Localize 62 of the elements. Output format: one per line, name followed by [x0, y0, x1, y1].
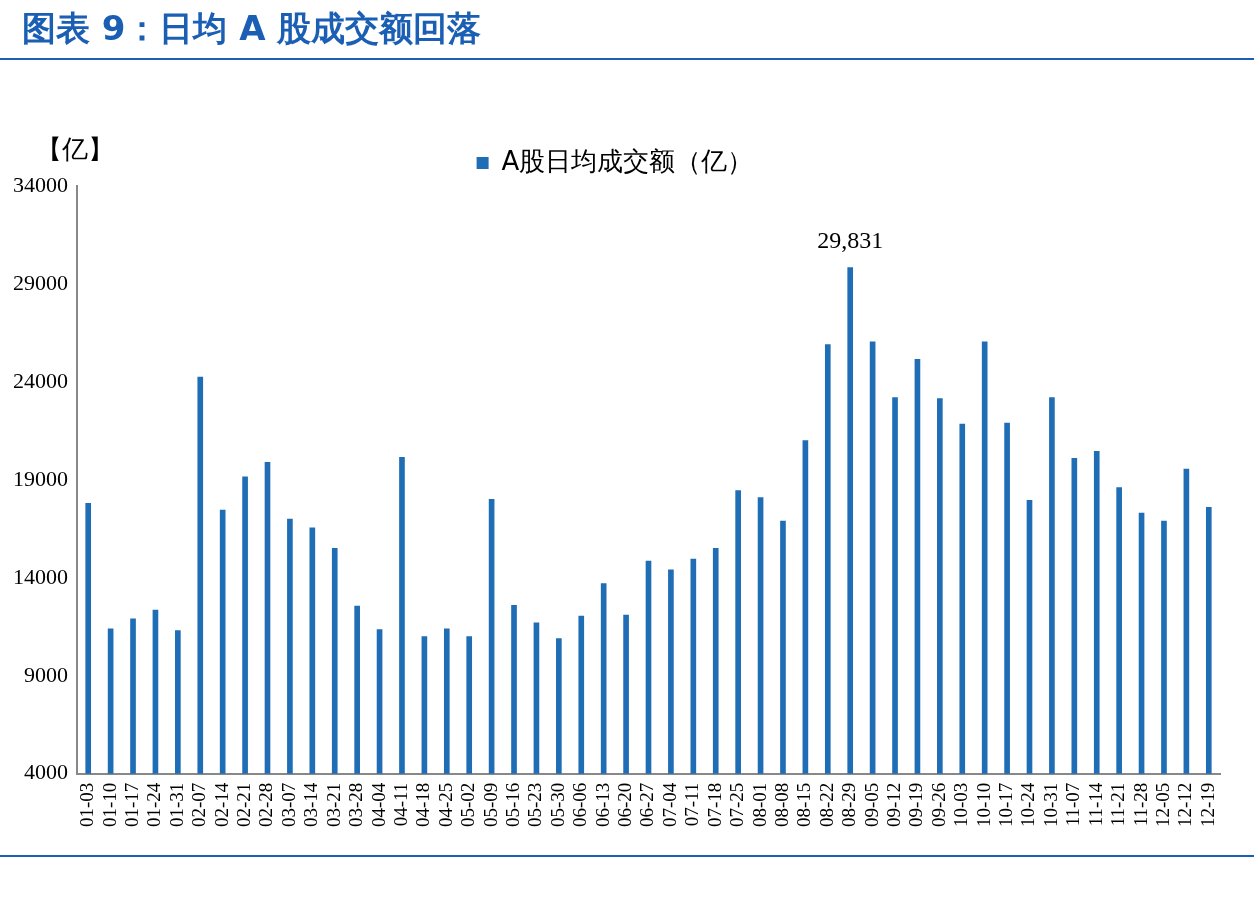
y-tick-label: 34000	[13, 171, 68, 197]
x-tick-label: 07-04	[658, 782, 680, 827]
x-tick-label: 12-05	[1151, 782, 1173, 827]
chart-title: 图表 9：日均 A 股成交额回落	[22, 7, 482, 50]
x-tick-label: 05-09	[479, 782, 501, 827]
x-tick-label: 04-11	[389, 782, 411, 827]
x-tick-label: 07-18	[703, 782, 725, 827]
x-tick-label: 02-28	[255, 782, 277, 827]
x-tick-label: 11-07	[1062, 782, 1084, 827]
x-tick-label: 09-05	[860, 782, 882, 827]
x-tick-label: 10-17	[995, 782, 1017, 827]
x-tick-label: 11-28	[1129, 782, 1151, 827]
y-tick-label: 29000	[13, 269, 68, 295]
x-tick-label: 07-25	[726, 782, 748, 827]
y-tick-label: 14000	[13, 563, 68, 589]
x-tick-label: 05-02	[457, 782, 479, 827]
x-tick-label: 02-21	[233, 782, 255, 827]
x-tick-label: 12-19	[1196, 782, 1218, 827]
x-tick-label: 01-31	[165, 782, 187, 827]
y-tick-label: 24000	[13, 367, 68, 393]
x-tick-label: 08-29	[838, 782, 860, 827]
x-tick-label: 10-31	[1039, 782, 1061, 827]
y-tick-label: 19000	[13, 465, 68, 491]
x-tick-label: 01-10	[98, 782, 120, 827]
x-tick-label: 02-14	[210, 782, 232, 827]
x-tick-label: 09-26	[927, 782, 949, 827]
x-tick-label: 06-13	[591, 782, 613, 827]
x-tick-label: 05-30	[546, 782, 568, 827]
y-axis-title: 【亿】	[36, 133, 114, 166]
x-tick-label: 03-07	[277, 782, 299, 827]
x-tick-label: 08-22	[815, 782, 837, 827]
data-label: 29,831	[817, 226, 884, 253]
x-tick-label: 04-25	[434, 782, 456, 827]
x-tick-label: 05-23	[524, 782, 546, 827]
x-tick-label: 06-06	[569, 782, 591, 827]
x-tick-label: 03-21	[322, 782, 344, 827]
x-tick-label: 05-16	[502, 782, 524, 827]
x-tick-label: 01-24	[143, 782, 165, 827]
x-tick-label: 02-07	[188, 782, 210, 827]
x-tick-label: 09-19	[905, 782, 927, 827]
y-tick-label: 4000	[24, 759, 68, 785]
x-tick-label: 08-15	[793, 782, 815, 827]
x-tick-label: 06-27	[636, 782, 658, 827]
x-tick-label: 11-14	[1084, 782, 1106, 827]
legend-label: A股日均成交额（亿）	[501, 145, 754, 176]
x-tick-label: 10-10	[972, 782, 994, 827]
x-tick-label: 10-24	[1017, 782, 1039, 827]
x-tick-label: 04-18	[412, 782, 434, 827]
x-tick-label: 08-01	[748, 782, 770, 827]
x-tick-label: 10-03	[950, 782, 972, 827]
x-tick-label: 06-20	[614, 782, 636, 827]
x-tick-label: 11-21	[1107, 782, 1129, 827]
x-tick-label: 01-03	[76, 782, 98, 827]
x-tick-label: 12-12	[1174, 782, 1196, 827]
x-tick-label: 04-04	[367, 782, 389, 827]
x-tick-label: 03-28	[345, 782, 367, 827]
x-tick-label: 01-17	[121, 782, 143, 827]
x-tick-label: 07-11	[681, 782, 703, 827]
x-tick-label: 09-12	[883, 782, 905, 827]
x-tick-label: 03-14	[300, 782, 322, 827]
y-tick-label: 9000	[24, 661, 68, 687]
x-tick-label: 08-08	[770, 782, 792, 827]
